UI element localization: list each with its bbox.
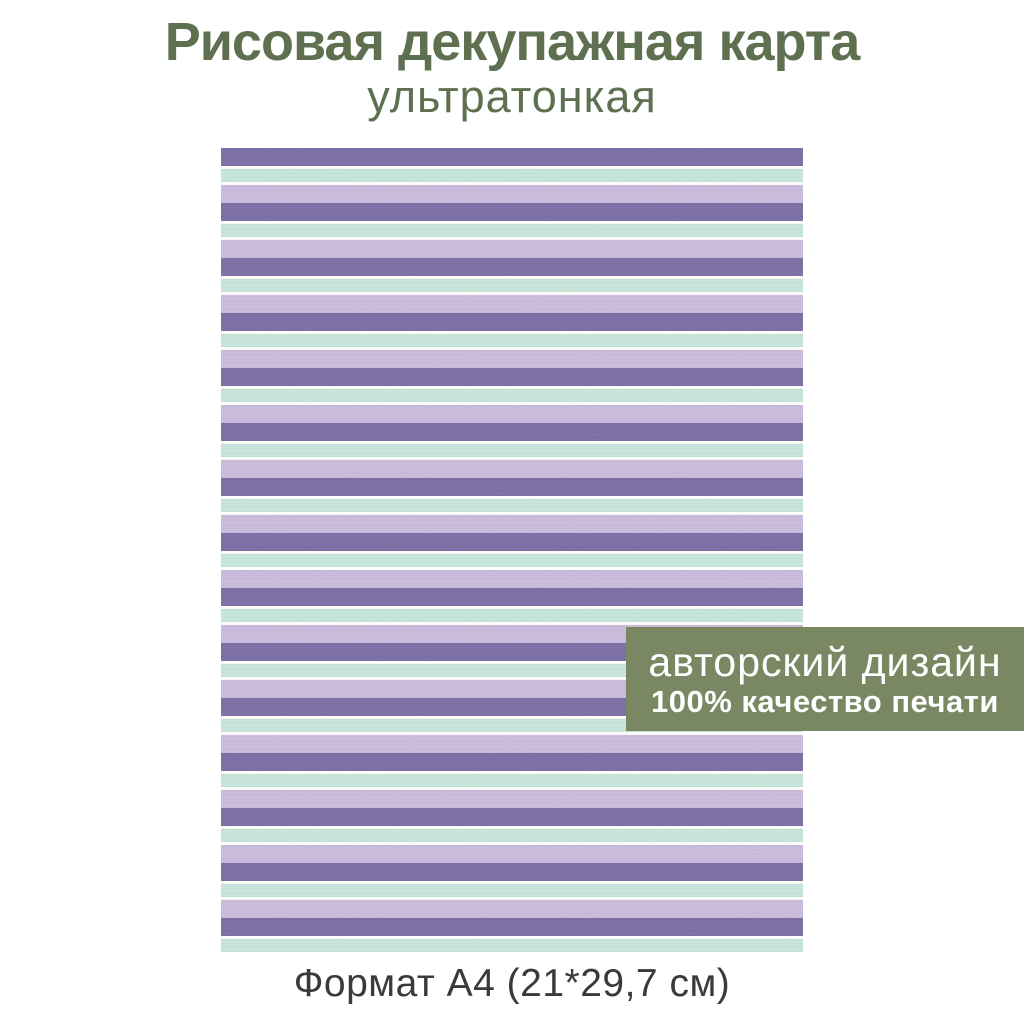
stripe-band-dark-purple [221, 808, 803, 826]
stripe-band-lavender [221, 900, 803, 918]
stripe-band-dark-purple [221, 368, 803, 386]
stripe-band-lavender [221, 240, 803, 258]
badge-print-quality-label: 100% качество печати [650, 683, 999, 719]
stripe-band-mint [221, 774, 803, 787]
stripe-band-dark-purple [221, 753, 803, 771]
stripe-band-lavender [221, 185, 803, 203]
format-label: Формат А4 (21*29,7 см) [293, 962, 731, 1005]
stripe-band-mint [221, 829, 803, 842]
stripe-band-dark-purple [221, 148, 803, 166]
stripe-band-mint [221, 609, 803, 622]
badge-author-design-label: авторский дизайн [648, 638, 1002, 685]
stripe-band-dark-purple [221, 533, 803, 551]
stripe-band-lavender [221, 460, 803, 478]
stripe-band-dark-purple [221, 313, 803, 331]
stripe-band-mint [221, 939, 803, 952]
stripe-pattern [221, 148, 803, 952]
stripe-band-lavender [221, 735, 803, 753]
stripe-band-mint [221, 224, 803, 237]
stripe-band-lavender [221, 350, 803, 368]
stripe-band-mint [221, 169, 803, 182]
stripe-band-mint [221, 389, 803, 402]
stripe-band-mint [221, 554, 803, 567]
stripe-band-lavender [221, 295, 803, 313]
stripe-band-dark-purple [221, 203, 803, 221]
stripe-band-mint [221, 884, 803, 897]
stripe-band-dark-purple [221, 588, 803, 606]
page-subtitle: ультратонкая [367, 71, 657, 122]
page-title: Рисовая декупажная карта [164, 12, 861, 72]
stripe-band-dark-purple [221, 478, 803, 496]
stripe-band-mint [221, 444, 803, 457]
stripe-band-mint [221, 499, 803, 512]
stripe-band-dark-purple [221, 258, 803, 276]
stripe-band-lavender [221, 570, 803, 588]
stripe-band-lavender [221, 405, 803, 423]
stripe-band-lavender [221, 790, 803, 808]
quality-badge: авторский дизайн 100% качество печати [626, 627, 1024, 731]
stripe-band-dark-purple [221, 423, 803, 441]
stripe-band-dark-purple [221, 918, 803, 936]
stripe-band-mint [221, 279, 803, 292]
stripe-band-lavender [221, 845, 803, 863]
decoupage-paper-preview [221, 148, 803, 952]
stripe-band-mint [221, 334, 803, 347]
stripe-band-dark-purple [221, 863, 803, 881]
stripe-band-lavender [221, 515, 803, 533]
